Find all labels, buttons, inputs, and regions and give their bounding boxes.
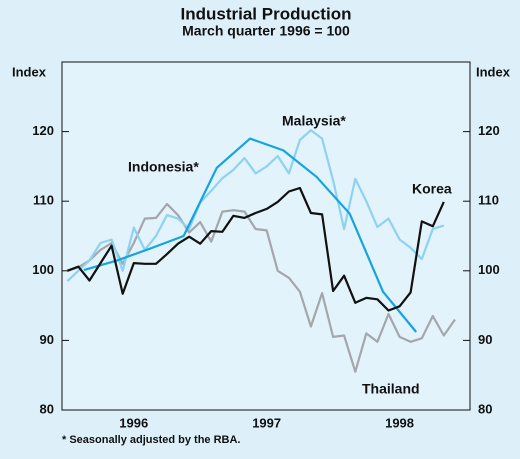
chart-title: Industrial Production bbox=[181, 4, 352, 23]
series-label: Malaysia* bbox=[282, 113, 346, 129]
x-tick-label: 1997 bbox=[252, 415, 281, 430]
y-tick-label: 80 bbox=[40, 401, 54, 416]
series-line bbox=[66, 129, 445, 282]
series-label: Indonesia* bbox=[128, 159, 199, 175]
chart-subtitle: March quarter 1996 = 100 bbox=[182, 23, 350, 39]
x-tick-label: 1996 bbox=[119, 415, 148, 430]
plot-area bbox=[61, 61, 471, 411]
y-axis-label: Index bbox=[12, 64, 47, 79]
y2-tick-label: 100 bbox=[478, 262, 500, 277]
y-tick-label: 100 bbox=[32, 262, 54, 277]
y-tick-label: 90 bbox=[40, 332, 54, 347]
y-tick-label: 120 bbox=[32, 123, 54, 138]
series-line bbox=[66, 186, 445, 312]
series-label: Thailand bbox=[362, 381, 420, 397]
y2-tick-label: 90 bbox=[478, 332, 492, 347]
series-line bbox=[83, 137, 418, 333]
y2-tick-label: 110 bbox=[478, 193, 499, 208]
x-tick-label: 1998 bbox=[385, 415, 414, 430]
y2-tick-label: 120 bbox=[478, 123, 500, 138]
y2-tick-label: 80 bbox=[478, 401, 492, 416]
series-label: Korea bbox=[412, 181, 452, 197]
series-line bbox=[66, 202, 456, 373]
y-tick-label: 110 bbox=[33, 193, 54, 208]
footnote: * Seasonally adjusted by the RBA. bbox=[62, 434, 241, 446]
y2-axis-label: Index bbox=[476, 64, 511, 79]
